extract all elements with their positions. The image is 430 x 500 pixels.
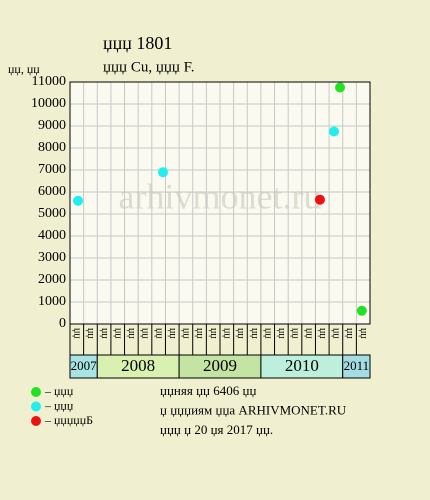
year-band — [342, 354, 371, 379]
x-tick-label: џџ — [140, 328, 151, 339]
x-tick-label: џџ — [208, 328, 219, 339]
x-tick-label: џџ — [99, 328, 110, 339]
year-label: 2011 — [344, 358, 370, 373]
x-tick-label: џџ — [126, 328, 137, 339]
x-tick-label: џџ — [235, 328, 246, 339]
x-tick-label: џџ — [317, 328, 328, 339]
legend-marker — [31, 416, 41, 426]
legend-label: – џџџ — [44, 398, 74, 412]
y-tick-label: 11000 — [32, 74, 66, 89]
point — [356, 305, 367, 316]
y-tick-label: 7000 — [38, 162, 66, 177]
x-tick-label: џџ — [249, 328, 260, 339]
chart-subtitle: џџџ Cu, џџџ F. — [103, 59, 195, 75]
x-tick-label: џџ — [303, 328, 314, 339]
x-tick-label: џџ — [331, 328, 342, 339]
x-tick-label: џџ — [72, 328, 83, 339]
x-tick-label: џџ — [222, 328, 233, 339]
point — [329, 126, 339, 137]
year-label: 2009 — [203, 356, 237, 375]
x-tick-label: џџ — [358, 328, 369, 339]
note: џ џџџиям џџа ARHIVMONET.RU — [160, 402, 347, 417]
x-tick-label: џџ — [167, 328, 178, 339]
y-tick-label: 5000 — [38, 206, 66, 221]
legend-marker — [31, 387, 41, 397]
year-label: 2008 — [121, 356, 155, 375]
y-tick-label: 2000 — [38, 272, 66, 287]
x-tick-label: џџ — [85, 328, 96, 339]
y-tick-label: 1000 — [38, 294, 66, 309]
x-tick-label: џџ — [112, 328, 123, 339]
x-tick-label: џџ — [153, 328, 164, 339]
point — [335, 82, 345, 93]
y-tick-label: 8000 — [38, 140, 66, 155]
y-axis-label: џџ, џџ — [8, 62, 40, 76]
x-tick-label: џџ — [262, 328, 273, 339]
legend-label: – џџџџџБ — [44, 413, 93, 427]
legend-marker — [31, 401, 41, 412]
point — [314, 194, 325, 205]
y-tick-label: 9000 — [38, 118, 66, 133]
note: џџџ џ 20 џя 2017 џџ. — [160, 422, 273, 437]
y-tick-label: 0 — [59, 316, 66, 331]
point — [158, 167, 168, 178]
x-tick-label: џџ — [344, 328, 355, 339]
note: џџняя џџ 6406 џџ — [160, 383, 256, 398]
y-tick-label: 3000 — [38, 250, 66, 265]
x-tick-label: џџ — [276, 328, 287, 339]
legend-label: – џџџ — [44, 384, 74, 398]
year-label: 2007 — [71, 358, 98, 373]
x-tick-label: џџ — [290, 328, 301, 339]
y-tick-label: 6000 — [38, 184, 66, 199]
y-tick-label: 10000 — [31, 96, 66, 111]
plot-border — [69, 81, 371, 325]
year-label: 2010 — [285, 356, 319, 375]
chart-title: џџџ 1801 — [103, 33, 172, 53]
y-tick-label: 4000 — [38, 228, 66, 243]
point — [73, 195, 84, 206]
x-tick-label: џџ — [181, 328, 192, 339]
x-tick-label: џџ — [194, 328, 205, 339]
